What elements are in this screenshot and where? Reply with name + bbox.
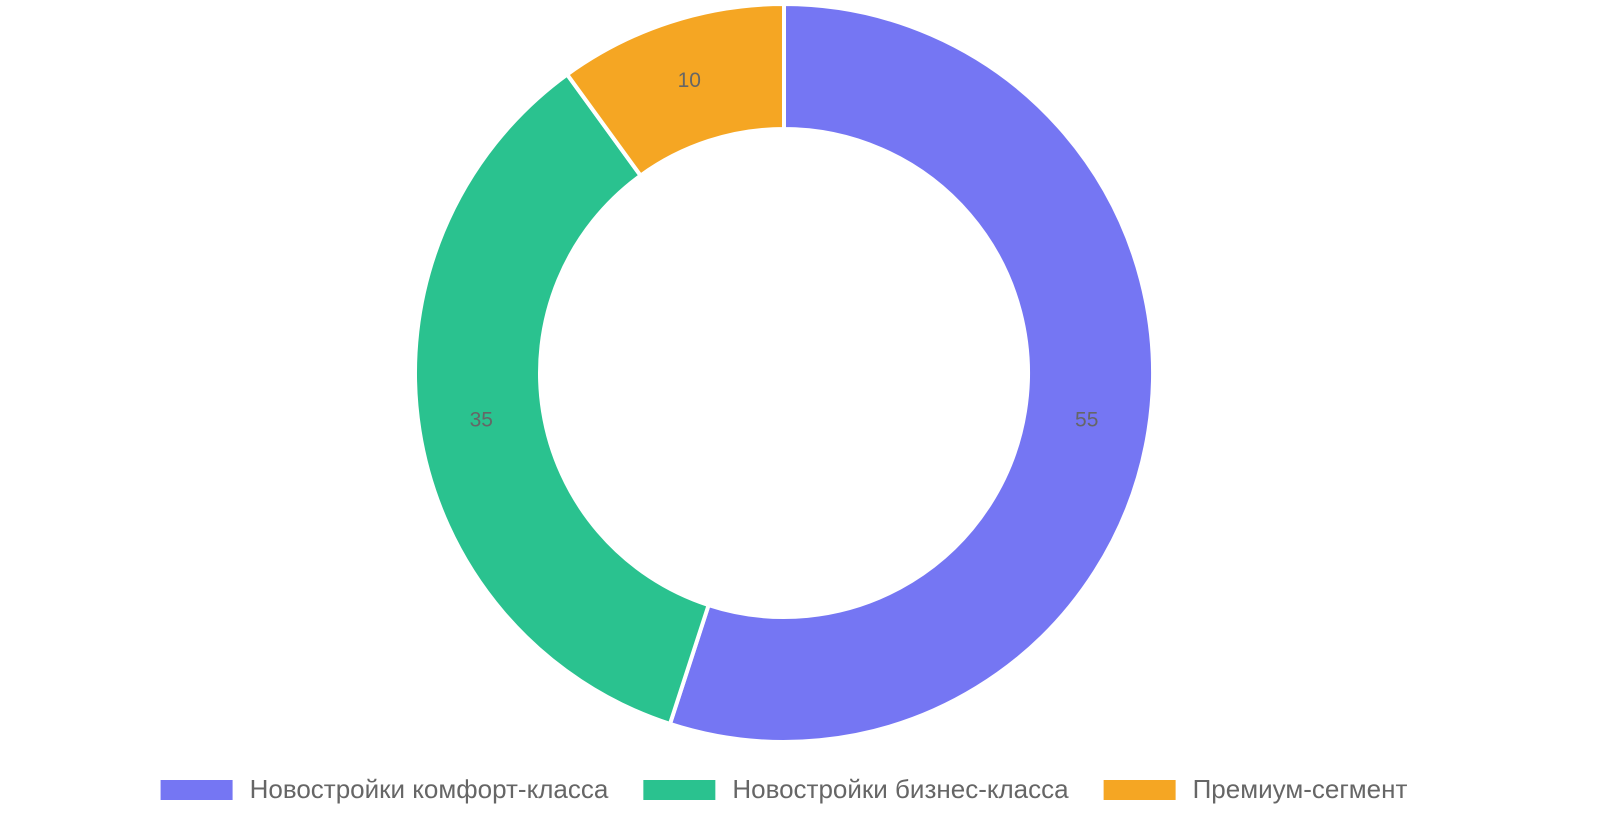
slice	[413, 71, 712, 727]
legend-swatch[interactable]	[160, 780, 233, 800]
value-label: 55	[1075, 408, 1098, 431]
legend-swatch[interactable]	[1103, 780, 1176, 800]
slice	[667, 1, 1155, 744]
value-label: 35	[470, 408, 493, 431]
legend-label[interactable]: Новостройки бизнес-класса	[732, 774, 1069, 804]
legend-label[interactable]: Премиум-сегмент	[1193, 774, 1408, 804]
legend-label[interactable]: Новостройки комфорт-класса	[250, 774, 609, 804]
slice	[564, 1, 786, 179]
legend-swatch[interactable]	[643, 780, 716, 800]
value-label: 10	[678, 69, 701, 92]
